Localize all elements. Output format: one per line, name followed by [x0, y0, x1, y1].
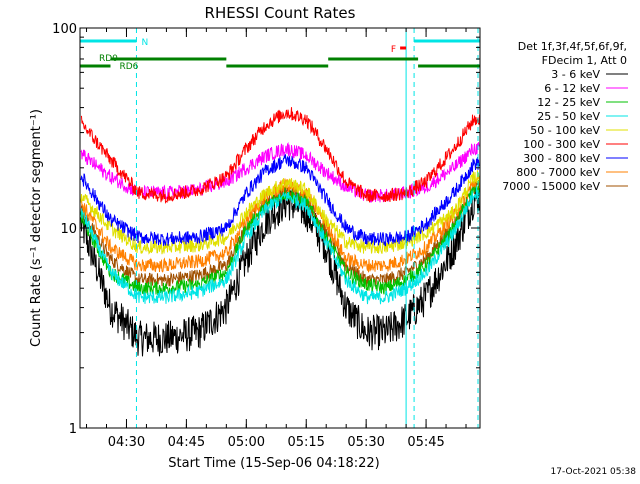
flag-bar-rd0 — [110, 57, 227, 61]
x-tick-label: 04:45 — [168, 435, 205, 450]
series-line-25-50-kev — [80, 186, 480, 305]
x-tick-label: 05:45 — [407, 435, 444, 450]
x-tick-label: 05:30 — [347, 435, 384, 450]
flag-bar-rd6 — [226, 64, 329, 68]
legend-entry-label: 800 - 7000 keV — [516, 166, 600, 179]
chart-title: RHESSI Count Rates — [205, 4, 356, 22]
flag-label-rd6: RD6 — [119, 62, 138, 72]
flag-label-rd0: RD0 — [99, 54, 118, 64]
flag-bar-rd6 — [418, 64, 480, 68]
legend-title-line: Det 1f,3f,4f,5f,6f,9f, — [518, 40, 627, 53]
y-tick-label: 100 — [52, 22, 77, 37]
legend-entry-label: 100 - 300 keV — [523, 138, 600, 151]
legend-entry-label: 300 - 800 keV — [523, 152, 600, 165]
series-line-7000-15000-kev — [80, 180, 480, 288]
flag-bar-f — [400, 46, 407, 50]
axis-layer: 1 10 100 04:30 04:45 05:00 05:15 05:30 05:45 — [52, 22, 480, 450]
series-line-800-7000-kev — [80, 175, 480, 273]
y-axis-label: Count Rate (s⁻¹ detector segment⁻¹) — [29, 109, 44, 347]
flag-bar-n — [80, 39, 137, 43]
flag-bar-rd6 — [80, 64, 111, 68]
legend-entry-label: 25 - 50 keV — [537, 110, 600, 123]
legend-title-line: FDecim 1, Att 0 — [542, 54, 627, 67]
legend: Det 1f,3f,4f,5f,6f,9f,FDecim 1, Att 03 -… — [502, 40, 628, 193]
y-tick-label: 1 — [69, 422, 77, 437]
series-line-300-800-kev — [80, 154, 480, 247]
legend-entry-label: 7000 - 15000 keV — [502, 180, 600, 193]
flag-label-n: N — [141, 38, 148, 48]
legend-entry-label: 6 - 12 keV — [544, 82, 600, 95]
flag-bar-n — [414, 39, 480, 43]
series-line-100-300-kev — [80, 107, 480, 204]
x-tick-label: 04:30 — [108, 435, 145, 450]
flag-bar-rd0 — [328, 57, 419, 61]
legend-entry-label: 12 - 25 keV — [537, 96, 600, 109]
legend-entry-label: 50 - 100 keV — [530, 124, 600, 137]
series-layer — [80, 107, 480, 357]
y-tick-label: 10 — [60, 222, 77, 237]
x-axis-label: Start Time (15-Sep-06 04:18:22) — [168, 456, 379, 471]
flag-label-f: F — [391, 45, 396, 55]
x-tick-label: 05:00 — [228, 435, 265, 450]
footer-date: 17-Oct-2021 05:38 — [551, 467, 637, 477]
x-tick-label: 05:15 — [287, 435, 324, 450]
legend-entry-label: 3 - 6 keV — [551, 68, 600, 81]
